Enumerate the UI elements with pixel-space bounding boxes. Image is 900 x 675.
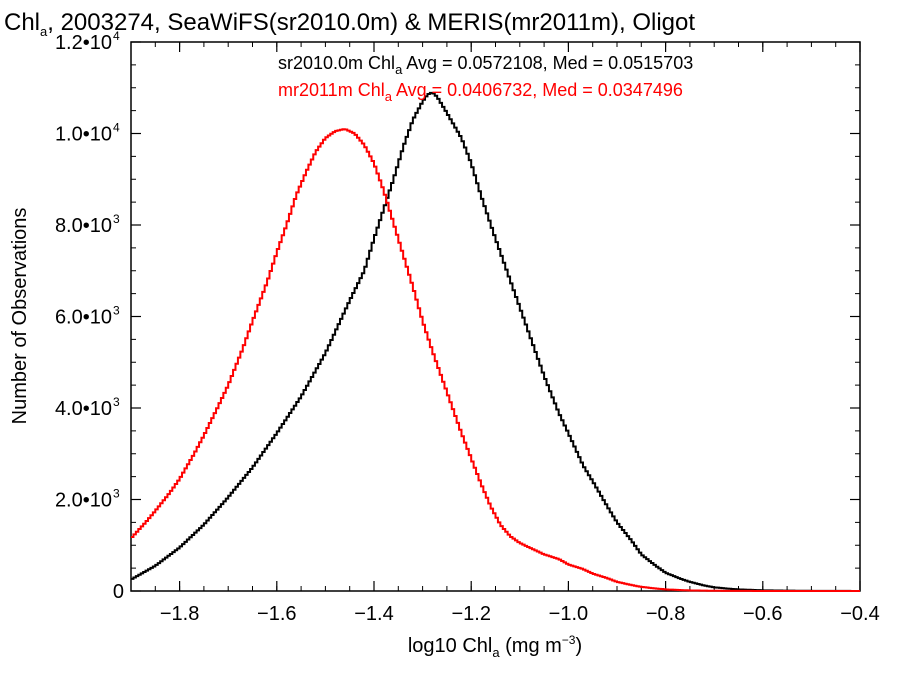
chart-title: Chla, 2003274, SeaWiFS(sr2010.0m) & MERI… [4,9,695,39]
x-tick-label: −1.6 [257,603,296,625]
x-tick-label: −0.4 [840,603,879,625]
y-tick-label: 6.0•10 [55,307,112,329]
x-tick-label: −1.8 [160,603,199,625]
y-tick-label: 0 [113,581,124,603]
y-tick-label: 1.2•10 [55,32,112,54]
axis-ticks: −1.8 −1.6 −1.4 −1.2 −1.0 −0.8 −0.6 −0.402.0•10 3… [55,29,880,625]
y-axis-label: Number of Observations [9,208,31,425]
series-line-mr2011m [131,128,860,592]
y-tick-exponent: 3 [113,395,120,409]
y-tick-label: 1.0•10 [55,124,112,146]
y-tick-exponent: 3 [113,304,120,318]
y-tick-exponent: 3 [113,487,120,501]
y-tick-exponent: 4 [113,121,120,135]
y-tick-label: 2.0•10 [55,490,112,512]
y-tick-label: 4.0•10 [55,398,112,420]
x-axis-label: log10 Chla (mg m−3) [408,633,582,660]
x-tick-label: −1.2 [451,603,490,625]
y-tick-label: 8.0•10 [55,215,112,237]
y-tick-exponent: 3 [113,212,120,226]
series-label-black: sr2010.0m Chla Avg = 0.0572108, Med = 0.… [278,53,693,77]
series-layer [131,91,860,592]
series-line-sr2010.0m [131,91,860,592]
x-tick-label: −1.4 [354,603,393,625]
x-tick-label: −0.8 [646,603,685,625]
series-label-red: mr2011m Chla Avg = 0.0406732, Med = 0.03… [278,80,683,104]
plot-frame [130,41,861,592]
x-tick-label: −1.0 [549,603,588,625]
y-tick-exponent: 4 [113,29,120,43]
x-tick-label: −0.6 [743,603,782,625]
